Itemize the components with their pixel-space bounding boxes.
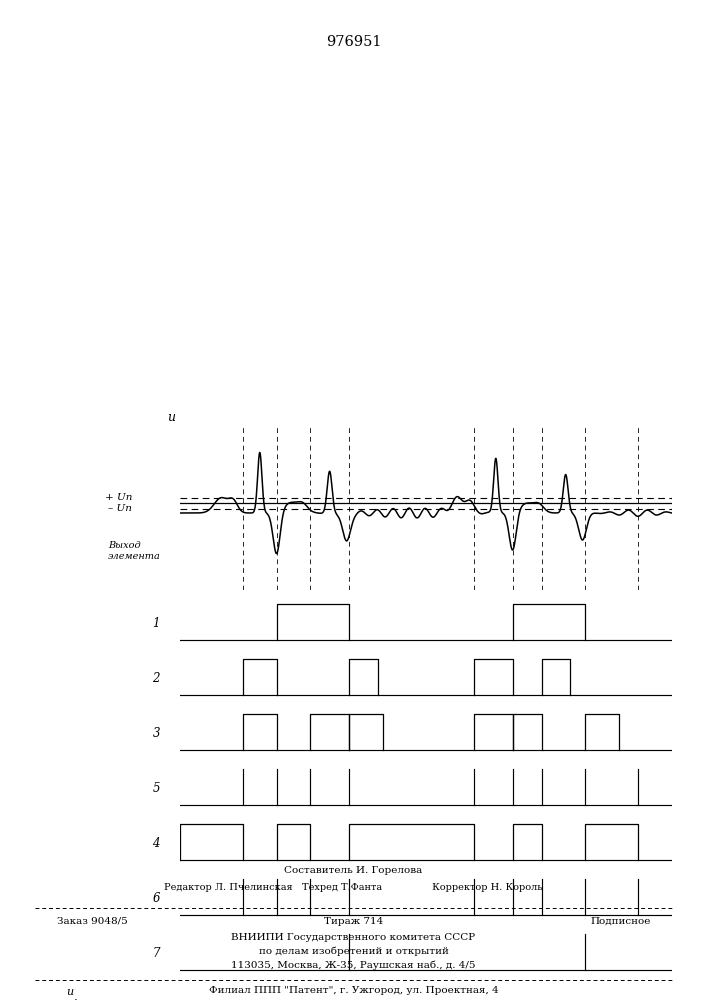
Text: 4: 4	[153, 837, 160, 850]
Text: Заказ 9048/5: Заказ 9048/5	[57, 917, 127, 926]
Text: 3: 3	[153, 727, 160, 740]
Text: 7: 7	[153, 947, 160, 960]
Text: Тираж 714: Тираж 714	[324, 917, 383, 926]
Text: 5: 5	[153, 782, 160, 795]
Text: u: u	[167, 411, 175, 424]
Text: Редактор Л. Пчелинская   Техред Т.Фанта                Корректор Н. Король: Редактор Л. Пчелинская Техред Т.Фанта Ко…	[164, 883, 543, 892]
Text: 2: 2	[153, 672, 160, 685]
Text: 6: 6	[153, 892, 160, 905]
Text: ВНИИПИ Государственного комитета СССР: ВНИИПИ Государственного комитета СССР	[231, 933, 476, 942]
Text: Филиал ППП "Патент", г. Ужгород, ул. Проектная, 4: Филиал ППП "Патент", г. Ужгород, ул. Про…	[209, 986, 498, 995]
Text: – Uп: – Uп	[108, 504, 132, 513]
Text: Составитель И. Горелова: Составитель И. Горелова	[284, 866, 423, 875]
Text: 976951: 976951	[326, 35, 381, 49]
Text: Подписное: Подписное	[590, 917, 650, 926]
Text: по делам изобретений и открытий: по делам изобретений и открытий	[259, 946, 448, 956]
Text: u: u	[66, 987, 74, 997]
Text: + Uп: + Uп	[105, 493, 132, 502]
Text: Выход
элемента: Выход элемента	[108, 540, 161, 561]
Text: 1: 1	[153, 617, 160, 630]
Text: 113035, Москва, Ж-35, Раушская наб., д. 4/5: 113035, Москва, Ж-35, Раушская наб., д. …	[231, 960, 476, 970]
